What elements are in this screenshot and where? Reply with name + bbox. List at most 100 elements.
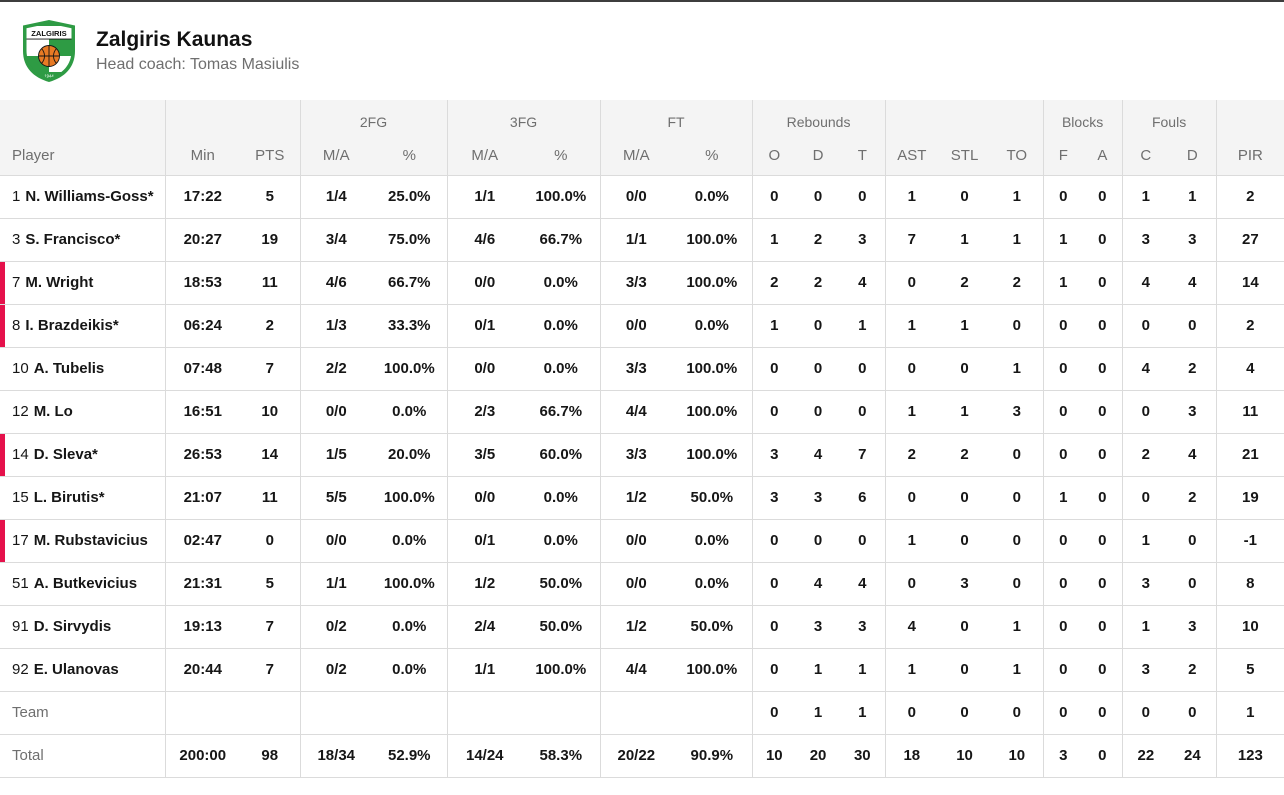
stat-foul-d: 1	[1169, 175, 1217, 219]
stat-min: 07:48	[164, 347, 240, 391]
player-cell[interactable]: 51 A. Butkevicius	[0, 562, 165, 606]
col-header-reb-d: D	[796, 136, 841, 176]
stat-3fg-pct: 50.0%	[522, 562, 601, 606]
stat-foul-d: 0	[1169, 562, 1217, 606]
stat-ast: 1	[884, 304, 939, 348]
stat-blk-a: 0	[1083, 218, 1123, 262]
player-cell[interactable]: 15 L. Birutis*	[0, 476, 165, 520]
stat-3fg-pct: 66.7%	[522, 218, 601, 262]
stat-reb-d: 20	[796, 734, 841, 778]
stat-reb-o: 0	[751, 519, 797, 563]
stat-3fg-ma	[446, 691, 523, 735]
stat-2fg-ma: 5/5	[299, 476, 372, 520]
stat-foul-c: 22	[1121, 734, 1170, 778]
stat-reb-o: 3	[751, 476, 797, 520]
stat-pir: 2	[1215, 304, 1284, 348]
stat-blk-a: 0	[1083, 562, 1123, 606]
stat-ast: 0	[884, 691, 939, 735]
stat-2fg-ma: 3/4	[299, 218, 372, 262]
stat-ft-pct	[672, 691, 753, 735]
stat-ft-ma: 1/2	[599, 605, 673, 649]
stat-reb-t: 0	[840, 347, 886, 391]
stat-to: 0	[991, 562, 1044, 606]
stat-ast: 1	[884, 390, 939, 434]
stat-ft-ma: 0/0	[599, 562, 673, 606]
team-logo-icon: ZALGIRIS 1944	[20, 19, 78, 83]
stat-3fg-ma: 0/0	[446, 476, 523, 520]
stat-ft-ma: 0/0	[599, 304, 673, 348]
stat-foul-c: 0	[1121, 390, 1170, 434]
stat-reb-d: 0	[796, 519, 841, 563]
stat-to: 1	[991, 648, 1044, 692]
stat-2fg-ma: 0/0	[299, 519, 372, 563]
stat-foul-c: 2	[1121, 433, 1170, 477]
col-header-ft-pct: %	[672, 136, 753, 176]
stat-to: 0	[991, 691, 1044, 735]
stat-ft-pct: 100.0%	[672, 218, 753, 262]
player-cell[interactable]: 91 D. Sirvydis	[0, 605, 165, 649]
player-name: M. Lo	[33, 403, 73, 420]
stat-ft-ma	[599, 691, 673, 735]
player-row: 3 S. Francisco* 20:27 19 3/4 75.0% 4/6 66…	[0, 218, 1284, 262]
stat-ft-pct: 0.0%	[672, 304, 753, 348]
player-cell[interactable]: 12 M. Lo	[0, 390, 165, 434]
player-cell[interactable]: 14 D. Sleva*	[0, 433, 165, 477]
stat-blk-f: 0	[1042, 648, 1084, 692]
stat-to: 0	[991, 476, 1044, 520]
group-header-fouls: Fouls	[1121, 100, 1217, 136]
stat-reb-t: 3	[840, 605, 886, 649]
stat-3fg-pct: 58.3%	[522, 734, 601, 778]
stat-to: 3	[991, 390, 1044, 434]
group-header-rebounds: Rebounds	[751, 100, 886, 136]
stat-pir: 4	[1215, 347, 1284, 391]
stat-to: 1	[991, 175, 1044, 219]
stat-stl: 0	[938, 519, 992, 563]
stat-3fg-ma: 14/24	[446, 734, 523, 778]
player-cell: Team	[0, 691, 165, 735]
col-header-blk-f: F	[1042, 136, 1084, 176]
boxscore-table: 2FG 3FG FT Rebounds Blocks Fouls Player …	[0, 100, 1284, 778]
player-cell[interactable]: 1 N. Williams-Goss*	[0, 175, 165, 219]
player-cell[interactable]: 3 S. Francisco*	[0, 218, 165, 262]
stat-3fg-pct: 0.0%	[522, 304, 601, 348]
player-cell[interactable]: 17 M. Rubstavicius	[0, 519, 165, 563]
stat-ft-ma: 1/2	[599, 476, 673, 520]
head-coach-label: Head coach: Tomas Masiulis	[96, 56, 300, 73]
team-row: Team 0 1 1 0 0 0 0 0 0 0 1	[0, 691, 1284, 735]
stat-reb-o: 2	[751, 261, 797, 305]
group-header-ft: FT	[599, 100, 753, 136]
stat-2fg-ma: 1/5	[299, 433, 372, 477]
col-header-reb-t: T	[840, 136, 886, 176]
stat-stl: 2	[938, 433, 992, 477]
player-row: 51 A. Butkevicius 21:31 5 1/1 100.0% 1/2 …	[0, 562, 1284, 606]
stat-blk-f: 0	[1042, 562, 1084, 606]
col-header-ft-ma: M/A	[599, 136, 673, 176]
player-cell[interactable]: 8 I. Brazdeikis*	[0, 304, 165, 348]
group-empty-minpts	[164, 100, 300, 136]
player-cell[interactable]: 7 M. Wright	[0, 261, 165, 305]
stat-blk-f: 0	[1042, 175, 1084, 219]
player-name: L. Birutis*	[33, 489, 105, 506]
stat-min: 21:07	[164, 476, 240, 520]
player-cell[interactable]: 10 A. Tubelis	[0, 347, 165, 391]
player-number: 12	[12, 403, 29, 420]
stat-pir: 11	[1215, 390, 1284, 434]
col-header-foul-c: C	[1121, 136, 1170, 176]
stat-min: 18:53	[164, 261, 240, 305]
stat-foul-c: 4	[1121, 261, 1170, 305]
logo-wordmark: ZALGIRIS	[31, 29, 66, 38]
stat-reb-o: 0	[751, 175, 797, 219]
stat-blk-f: 0	[1042, 304, 1084, 348]
col-header-foul-d: D	[1169, 136, 1217, 176]
player-cell[interactable]: 92 E. Ulanovas	[0, 648, 165, 692]
player-number: 15	[12, 489, 29, 506]
col-header-3fg-ma: M/A	[446, 136, 523, 176]
stat-ft-pct: 50.0%	[672, 476, 753, 520]
stat-pts	[240, 691, 300, 735]
stat-pir: 5	[1215, 648, 1284, 692]
stat-foul-c: 0	[1121, 476, 1170, 520]
stats-table-body: 1 N. Williams-Goss* 17:22 5 1/4 25.0% 1/1…	[0, 175, 1284, 778]
col-header-2fg-ma: M/A	[299, 136, 372, 176]
stat-stl: 1	[938, 218, 992, 262]
player-row: 7 M. Wright 18:53 11 4/6 66.7% 0/0 0.0% 3…	[0, 261, 1284, 305]
